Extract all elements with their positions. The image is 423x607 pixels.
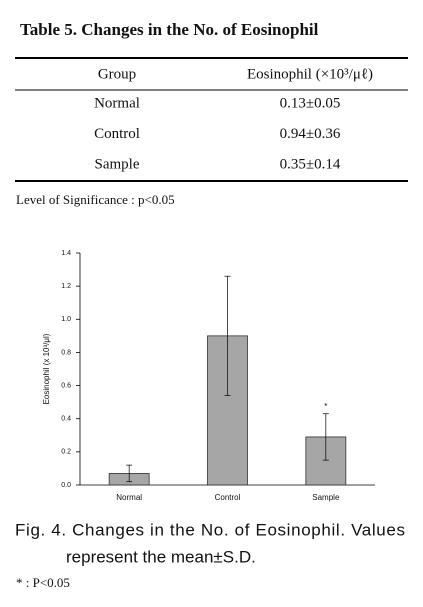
table-header: Eosinophil (×10³/μℓ) (247, 66, 373, 82)
footnote: * : P<0.05 (16, 575, 70, 590)
y-tick-label: 0.0 (61, 482, 71, 489)
x-tick-label: Control (215, 493, 241, 502)
table-note: Level of Significance : p<0.05 (16, 192, 175, 207)
figure-caption: represent the mean±S.D. (66, 547, 256, 566)
table-cell: 0.35±0.14 (280, 156, 341, 172)
table-cell: Control (94, 126, 140, 142)
y-tick-label: 0.2 (61, 449, 71, 456)
y-tick-label: 0.6 (61, 382, 71, 389)
table-cell: Sample (95, 156, 140, 172)
y-tick-label: 1.2 (61, 283, 71, 290)
y-tick-label: 0.4 (61, 416, 71, 423)
x-tick-label: Normal (116, 493, 142, 502)
figure-caption: Fig. 4. Changes in the No. of Eosinophil… (15, 520, 405, 539)
table-title: Table 5. Changes in the No. of Eosinophi… (20, 20, 319, 39)
table-cell: 0.13±0.05 (280, 95, 341, 111)
table-cell: Normal (94, 95, 140, 111)
y-tick-label: 1.0 (61, 316, 71, 323)
y-tick-label: 0.8 (61, 349, 71, 356)
table-header: Group (98, 66, 136, 82)
significance-mark: * (324, 402, 327, 411)
x-tick-label: Sample (312, 493, 340, 502)
table-cell: 0.94±0.36 (280, 126, 341, 142)
y-axis-label: Eosinophil (x 10³/μl) (42, 333, 51, 404)
y-tick-label: 1.4 (61, 250, 71, 257)
